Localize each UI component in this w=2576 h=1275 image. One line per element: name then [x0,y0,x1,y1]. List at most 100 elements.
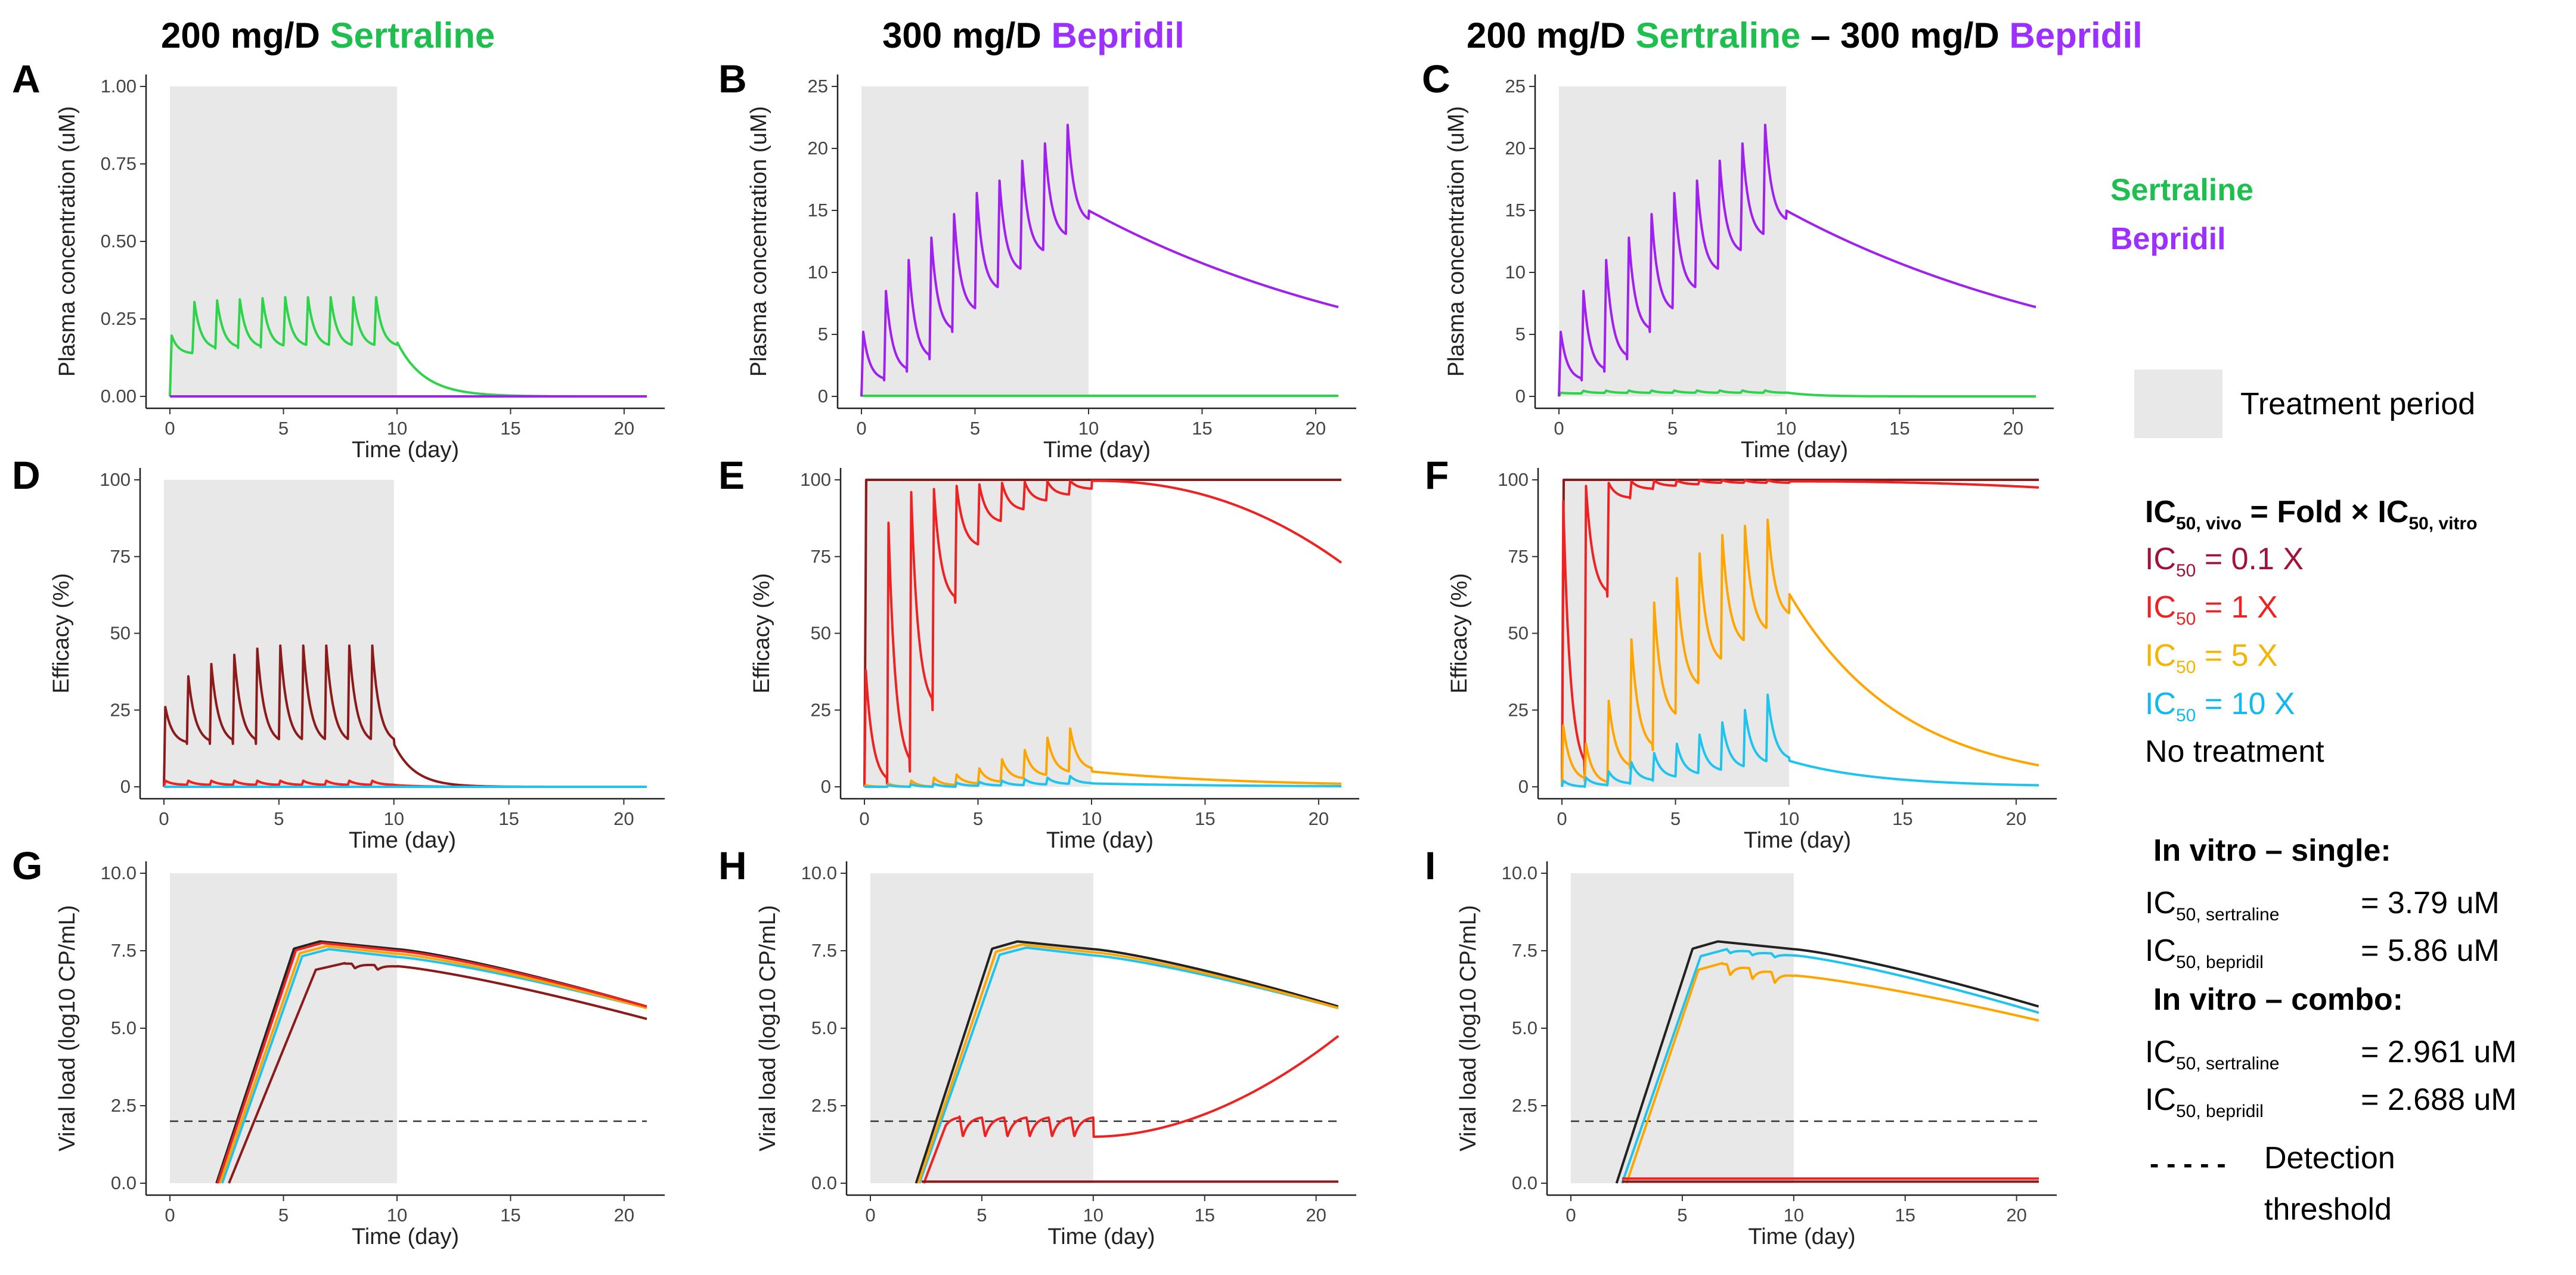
y-axis-title-G: Viral load (log10 CP/mL) [55,905,80,1151]
y-tick-label-I-3: 7.5 [1512,940,1537,961]
x-tick-label-H-1: 5 [977,1205,987,1226]
y-tick-label-D-1: 25 [110,699,131,720]
treatment-shade-D [164,480,394,787]
panel-letter-A: A [12,57,41,101]
series-line-H-ic50-5-x [917,943,1339,1184]
legend-treatment-period: Treatment period [2240,387,2475,421]
x-tick-label-F-2: 10 [1779,808,1799,829]
legend-fold-5: IC50 = 5 X [2145,638,2278,677]
series-line-E-ic50-1-x [863,479,1343,787]
legend-threshold-dash: - - - - - [2150,1148,2226,1179]
x-tick-label-H-3: 15 [1194,1205,1214,1226]
legend-combo-bepridil: IC50, bepridil [2145,1082,2264,1121]
x-tick-label-G-0: 0 [165,1205,175,1226]
y-tick-label-H-2: 5.0 [811,1017,837,1038]
x-tick-label-D-4: 20 [613,808,634,829]
x-tick-label-I-0: 0 [1566,1205,1576,1226]
legend-bepridil: Bepridil [2110,222,2226,256]
x-tick-label-E-2: 10 [1081,808,1102,829]
y-axis-title-D: Efficacy (%) [49,573,74,693]
x-tick-label-E-0: 0 [859,808,869,829]
y-axis-title-H: Viral load (log10 CP/mL) [755,905,780,1151]
x-tick-label-I-2: 10 [1784,1205,1804,1226]
x-axis-title-A: Time (day) [352,438,459,463]
x-axis-title-D: Time (day) [349,828,456,853]
x-tick-label-A-4: 20 [614,418,634,439]
y-tick-label-F-1: 25 [1508,699,1529,720]
y-tick-label-D-4: 100 [100,469,131,490]
y-tick-label-H-1: 2.5 [811,1095,837,1116]
y-tick-label-C-2: 10 [1505,262,1526,283]
x-tick-label-A-2: 10 [387,418,407,439]
y-tick-label-F-4: 100 [1498,469,1529,490]
y-tick-label-H-0: 0.0 [811,1172,837,1193]
x-tick-label-C-3: 15 [1889,418,1909,439]
y-tick-label-I-0: 0.0 [1512,1172,1537,1193]
x-tick-label-G-2: 10 [387,1205,407,1226]
legend-single-heading: In vitro – single: [2153,833,2391,868]
y-tick-label-D-3: 75 [110,546,131,567]
chart-panel-G: G 0.0 2.5 5.0 7.5 10.0 0 5 10 15 20 Time (day) Viral… [12,843,665,1249]
x-tick-label-C-0: 0 [1554,418,1564,439]
y-tick-label-E-1: 25 [811,699,831,720]
x-tick-label-H-2: 10 [1083,1205,1103,1226]
legend-combo-sertraline-value: = 2.961 uM [2361,1035,2517,1069]
x-tick-label-C-2: 10 [1776,418,1796,439]
legend-fold-0-1: IC50 = 0.1 X [2145,542,2304,581]
series-line-E-ic50-5-x [863,727,1343,788]
series-line-G-ic50-1-x [216,942,648,1184]
y-tick-label-A-3: 0.75 [101,153,137,174]
y-tick-label-E-4: 100 [800,469,831,490]
y-tick-label-G-2: 5.0 [111,1017,137,1038]
y-tick-label-C-0: 0 [1515,386,1526,407]
y-tick-label-C-3: 15 [1505,200,1526,221]
chart-panel-B: B 0 5 10 15 20 25 0 5 10 15 20 Time (day) Plasma conc… [718,57,1356,463]
y-axis-title-A: Plasma concentration (uM) [55,106,80,377]
x-tick-label-B-0: 0 [856,418,866,439]
treatment-shade-A [170,86,397,396]
y-tick-label-C-4: 20 [1505,138,1526,159]
chart-panel-I: I 0.0 2.5 5.0 7.5 10.0 0 5 10 15 20 Time (day) Viral… [1425,843,2057,1249]
chart-panel-H: H 0.0 2.5 5.0 7.5 10.0 0 5 10 15 20 Time (day) Viral… [718,843,1356,1249]
y-tick-label-A-4: 1.00 [101,76,137,97]
y-tick-label-F-2: 50 [1508,623,1529,644]
y-tick-label-G-4: 10.0 [101,863,137,883]
panel-letter-H: H [718,843,747,888]
column-title-3: 200 mg/D Sertraline – 300 mg/D Bepridil [1467,15,2143,55]
chart-panel-C: C 0 5 10 15 20 25 0 5 10 15 20 Time (day) Plasma conc… [1422,57,2054,463]
x-tick-label-D-0: 0 [159,808,169,829]
y-tick-label-B-3: 15 [808,200,828,221]
series-line-C-bepridil [1558,123,2037,397]
column-title-2: 300 mg/D Bepridil [882,15,1185,55]
chart-panel-F: F 0 25 50 75 100 0 5 10 15 20 Time (day) Efficacy (%… [1425,453,2057,853]
x-tick-label-H-0: 0 [865,1205,875,1226]
y-tick-label-A-0: 0.00 [101,386,137,407]
x-tick-label-B-3: 15 [1192,418,1212,439]
x-tick-label-I-3: 15 [1895,1205,1915,1226]
y-tick-label-D-0: 0 [120,776,131,797]
y-tick-label-D-2: 50 [110,623,131,644]
x-tick-label-G-3: 15 [500,1205,520,1226]
series-line-F-ic50-0-1-x [1561,479,2040,787]
y-axis-title-F: Efficacy (%) [1447,573,1472,693]
y-axis-title-B: Plasma concentration (uM) [746,106,771,377]
treatment-shade-I [1571,873,1794,1183]
x-tick-label-F-1: 5 [1670,808,1681,829]
x-tick-label-C-4: 20 [2003,418,2023,439]
series-line-F-ic50-5-x [1561,519,2040,787]
y-axis-title-C: Plasma concentration (uM) [1444,106,1469,377]
y-tick-label-G-1: 2.5 [111,1095,137,1116]
legend-fold-10: IC50 = 10 X [2145,687,2295,725]
legend-single-bepridil-value: = 5.86 uM [2361,933,2500,968]
y-tick-label-I-4: 10.0 [1502,863,1537,883]
x-axis-title-E: Time (day) [1046,828,1154,853]
x-axis-title-B: Time (day) [1043,438,1151,463]
y-tick-label-B-1: 5 [818,324,828,345]
series-line-G-ic50-0-1-x [228,961,648,1184]
x-tick-label-F-0: 0 [1557,808,1567,829]
x-tick-label-I-1: 5 [1677,1205,1687,1226]
panel-letter-C: C [1422,57,1450,101]
x-tick-label-A-0: 0 [165,418,175,439]
